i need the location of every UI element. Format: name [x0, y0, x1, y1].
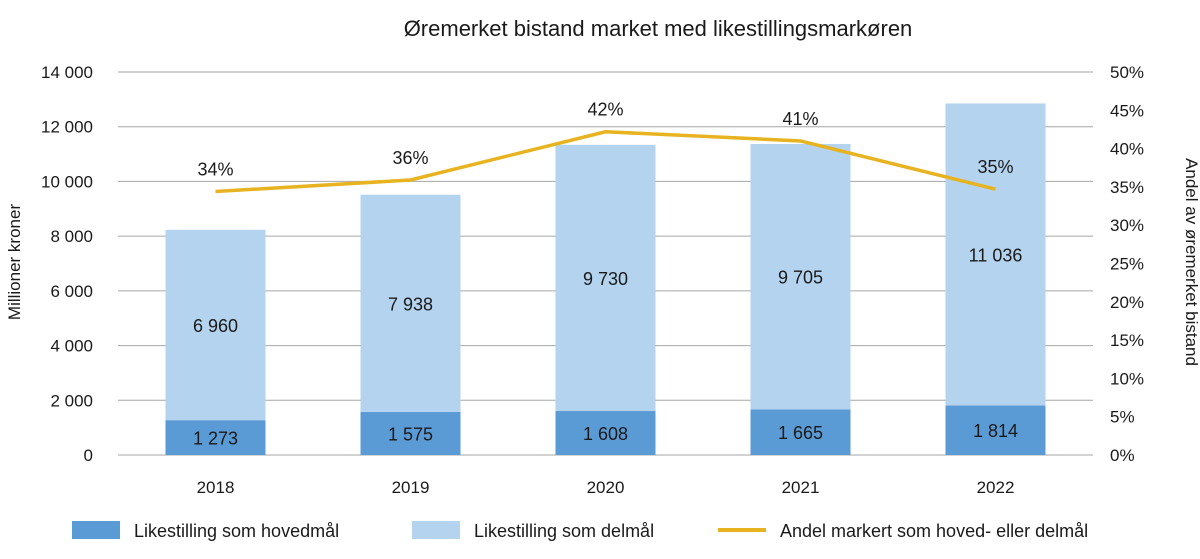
- x-tick-label: 2018: [197, 478, 235, 497]
- y2-tick-label: 0%: [1110, 446, 1135, 465]
- y2-tick-label: 5%: [1110, 408, 1135, 427]
- bar-hovedmal: [945, 405, 1046, 455]
- legend-swatch-hovedmal: [72, 521, 120, 539]
- y2-tick-label: 10%: [1110, 369, 1144, 388]
- y-tick-label: 10 000: [41, 172, 93, 191]
- y-tick-label: 14 000: [41, 63, 93, 82]
- legend-label-hovedmal: Likestilling som hovedmål: [134, 521, 339, 541]
- y2-tick-label: 40%: [1110, 140, 1144, 159]
- y2-tick-label: 35%: [1110, 178, 1144, 197]
- y2-tick-label: 25%: [1110, 255, 1144, 274]
- line-point-label: 41%: [782, 109, 818, 129]
- right-axis-title: Andel av øremerket bistand: [1182, 158, 1200, 366]
- left-axis-ticks: 0 2 000 4 000 6 000 8 000 10 000 12 000 14 000: [41, 63, 93, 465]
- y2-tick-label: 45%: [1110, 101, 1144, 120]
- bar-delmal: [555, 144, 656, 412]
- bar-delmal: [360, 194, 461, 412]
- share-line: [215, 129, 996, 194]
- bar-label-delmal: 6 960: [193, 316, 238, 336]
- line-point-label: 35%: [977, 157, 1013, 177]
- bar-value-labels: 1 273 6 960 1 575 7 938 1 608 9 730 1 665 9 705…: [193, 245, 1022, 448]
- x-tick-label: 2019: [392, 478, 430, 497]
- y2-tick-label: 30%: [1110, 216, 1144, 235]
- x-tick-label: 2020: [587, 478, 625, 497]
- bar-label-hovedmal: 1 665: [778, 423, 823, 443]
- bar-label-hovedmal: 1 273: [193, 429, 238, 449]
- y-tick-label: 4 000: [50, 337, 93, 356]
- bar-delmal: [750, 143, 851, 410]
- chart-title: Øremerket bistand market med likestillin…: [404, 16, 913, 41]
- y-tick-label: 6 000: [50, 282, 93, 301]
- bar-hovedmal: [165, 420, 266, 455]
- bar-label-delmal: 9 730: [583, 269, 628, 289]
- bar-hovedmal: [555, 411, 656, 455]
- bar-series: [165, 103, 1046, 455]
- x-tick-label: 2022: [977, 478, 1015, 497]
- legend-swatch-delmal: [412, 521, 460, 539]
- x-tick-label: 2021: [782, 478, 820, 497]
- bar-label-delmal: 11 036: [969, 245, 1023, 265]
- legend-label-delmal: Likestilling som delmål: [474, 521, 654, 541]
- bar-label-delmal: 7 938: [388, 294, 433, 314]
- left-axis-title: Millioner kroner: [5, 204, 24, 321]
- bar-label-hovedmal: 1 814: [973, 421, 1018, 441]
- legend: Likestilling som hovedmål Likestilling so…: [72, 521, 1088, 541]
- y2-tick-label: 15%: [1110, 331, 1144, 350]
- legend-label-andel: Andel markert som hoved- eller delmål: [780, 521, 1088, 541]
- y2-tick-label: 20%: [1110, 293, 1144, 312]
- right-axis-ticks: 0% 5% 10% 15% 20% 25% 30% 35% 40% 45% 50%: [1110, 63, 1144, 465]
- line-point-label: 34%: [197, 159, 233, 179]
- line-point-label: 36%: [392, 148, 428, 168]
- y-tick-label: 2 000: [50, 391, 93, 410]
- line-point-label: 42%: [587, 100, 623, 120]
- bar-delmal: [165, 229, 266, 421]
- bar-label-hovedmal: 1 575: [388, 424, 433, 444]
- y-tick-label: 0: [84, 446, 93, 465]
- bar-label-delmal: 9 705: [778, 268, 823, 288]
- y-tick-label: 8 000: [50, 227, 93, 246]
- share-line-series: 34% 36% 42% 41% 35%: [197, 100, 1014, 194]
- y2-tick-label: 50%: [1110, 63, 1144, 82]
- bar-hovedmal: [360, 411, 461, 455]
- x-axis-ticks: 2018 2019 2020 2021 2022: [197, 478, 1015, 497]
- bar-delmal: [945, 103, 1046, 406]
- y-tick-label: 12 000: [41, 118, 93, 137]
- bar-label-hovedmal: 1 608: [583, 424, 628, 444]
- bar-hovedmal: [750, 409, 851, 455]
